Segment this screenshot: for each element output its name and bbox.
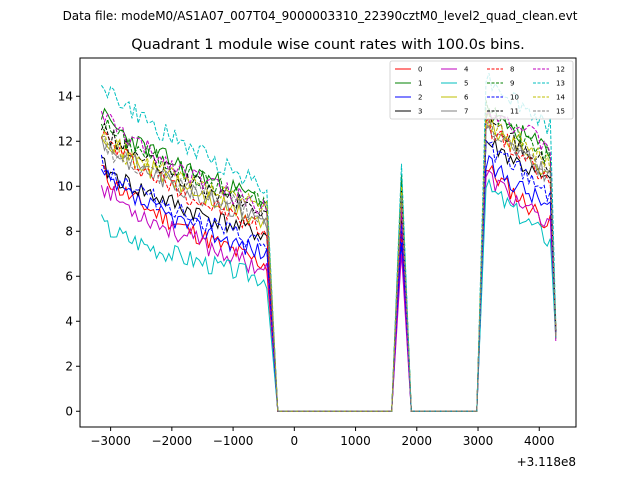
- legend-frame: [389, 60, 574, 120]
- legend-label: 7: [464, 108, 468, 116]
- x-tick-label: 0: [291, 434, 299, 448]
- legend-item-13: 13: [533, 80, 565, 88]
- series-line-8: [100, 116, 557, 412]
- legend-label: 6: [464, 94, 469, 102]
- x-offset-label: +3.118e8: [517, 455, 576, 469]
- series-layer: [100, 72, 557, 412]
- legend-item-8: 8: [487, 66, 514, 74]
- legend-item-6: 6: [441, 94, 469, 102]
- legend-item-12: 12: [533, 66, 565, 74]
- y-axis-ticks: 0 2 4 6 8 10 12 14: [58, 89, 80, 418]
- y-tick-label: 8: [65, 224, 73, 238]
- series-line-2: [100, 154, 557, 412]
- y-tick-label: 14: [58, 89, 73, 103]
- series-line-13: [100, 72, 557, 412]
- series-line-0: [101, 164, 557, 412]
- legend-label: 0: [418, 66, 422, 74]
- legend-item-0: 0: [395, 66, 422, 74]
- series-line-5: [100, 178, 557, 412]
- x-tick-label: 4000: [524, 434, 555, 448]
- legend-label: 1: [418, 80, 422, 88]
- legend-item-7: 7: [441, 108, 468, 116]
- legend-item-2: 2: [395, 94, 422, 102]
- legend-label: 9: [510, 80, 514, 88]
- legend-item-10: 10: [487, 94, 519, 102]
- x-tick-label: 2000: [402, 434, 433, 448]
- legend-item-3: 3: [395, 108, 422, 116]
- x-tick-label: 3000: [463, 434, 494, 448]
- chart-suptitle: Data file: modeM0/AS1A07_007T04_90000033…: [63, 9, 578, 23]
- legend-label: 10: [510, 94, 519, 102]
- chart-title: Quadrant 1 module wise count rates with …: [131, 37, 525, 53]
- x-tick-label: −3000: [90, 434, 131, 448]
- series-line-9: [100, 100, 557, 412]
- x-tick-label: −2000: [152, 434, 193, 448]
- series-line-15: [101, 118, 557, 412]
- legend-label: 4: [464, 66, 469, 74]
- legend-label: 8: [510, 66, 514, 74]
- legend-label: 5: [464, 80, 468, 88]
- legend-label: 2: [418, 94, 422, 102]
- series-line-7: [100, 125, 557, 412]
- legend-label: 15: [556, 108, 565, 116]
- series-line-1: [100, 107, 557, 412]
- plot-frame: [79, 57, 577, 428]
- y-tick-label: 0: [65, 404, 73, 418]
- legend-item-11: 11: [487, 108, 519, 116]
- legend-label: 11: [510, 108, 519, 116]
- series-line-12: [100, 110, 557, 412]
- x-tick-label: 1000: [340, 434, 371, 448]
- legend-item-4: 4: [441, 66, 469, 74]
- legend-item-1: 1: [395, 80, 422, 88]
- series-line-10: [100, 140, 557, 412]
- series-line-3: [101, 137, 557, 412]
- legend-label: 13: [556, 80, 565, 88]
- y-tick-label: 4: [65, 314, 73, 328]
- legend-item-14: 14: [533, 94, 565, 102]
- y-tick-label: 10: [58, 179, 73, 193]
- series-line-14: [100, 109, 557, 412]
- y-tick-label: 2: [65, 359, 73, 373]
- legend-label: 12: [556, 66, 565, 74]
- x-tick-label: −1000: [213, 434, 254, 448]
- legend-label: 3: [418, 108, 422, 116]
- legend-label: 14: [556, 94, 565, 102]
- legend-item-9: 9: [487, 80, 514, 88]
- series-line-11: [100, 113, 557, 412]
- series-line-4: [100, 169, 557, 412]
- legend-item-15: 15: [533, 108, 565, 116]
- y-tick-label: 12: [58, 134, 73, 148]
- y-tick-label: 6: [65, 269, 73, 283]
- x-axis-ticks: −3000 −2000 −1000 0 1000 2000 3000 4000: [90, 427, 555, 448]
- legend-item-5: 5: [441, 80, 468, 88]
